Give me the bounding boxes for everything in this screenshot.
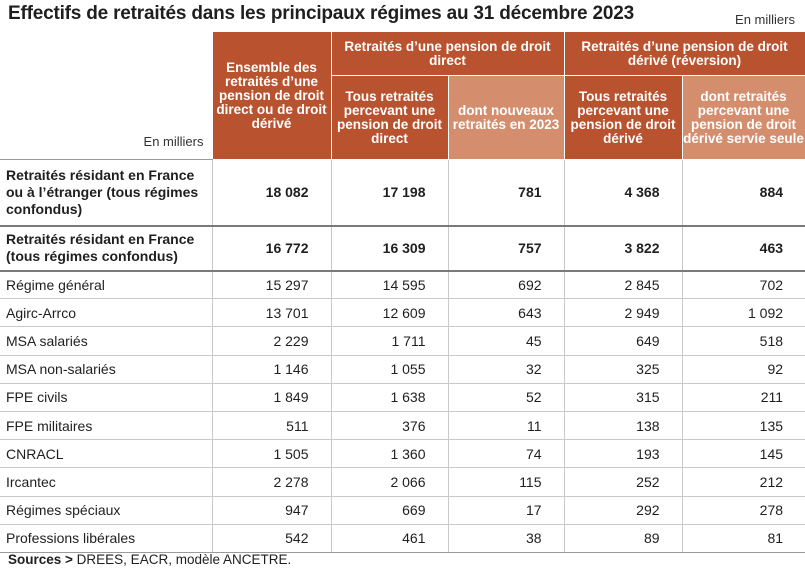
cell-value: 135 [681, 410, 805, 440]
table-row: CNRACL 1 505 1 360 74 193 145 [0, 439, 805, 468]
cell-value: 32 [447, 354, 565, 384]
cell-value: 74 [447, 439, 565, 468]
cell-value: 89 [563, 523, 683, 553]
cell-value: 211 [681, 382, 805, 412]
row-label: Retraités résidant en France (tous régim… [0, 224, 212, 271]
cell-value: 81 [681, 523, 805, 553]
table-row: Agirc-Arrco 13 701 12 609 643 2 949 1 09… [0, 298, 805, 327]
cell-value: 325 [563, 354, 683, 384]
header-ensemble: Ensemble des retraités d’une pension de … [211, 31, 332, 160]
cell-value: 14 595 [330, 269, 448, 299]
row-label: Professions libérales [0, 523, 212, 553]
header-group-direct: Retraités d’une pension de droit direct [330, 31, 565, 76]
cell-value: 12 609 [330, 298, 448, 327]
table-row: Retraités résidant en France (tous régim… [0, 224, 805, 271]
cell-value: 884 [681, 159, 805, 226]
cell-value: 1 146 [211, 354, 331, 384]
cell-value: 1 360 [330, 439, 448, 468]
table-row: FPE civils 1 849 1 638 52 315 211 [0, 382, 805, 412]
cell-value: 45 [447, 326, 565, 356]
page-title: Effectifs de retraités dans les principa… [8, 3, 634, 24]
cell-value: 649 [563, 326, 683, 356]
cell-value: 947 [211, 495, 331, 525]
cell-value: 518 [681, 326, 805, 356]
cell-value: 463 [681, 224, 805, 271]
cell-value: 1 849 [211, 382, 331, 412]
cell-value: 4 368 [563, 159, 683, 226]
cell-value: 17 [447, 495, 565, 525]
row-label: CNRACL [0, 439, 212, 468]
cell-value: 461 [330, 523, 448, 553]
cell-value: 38 [447, 523, 565, 553]
row-label: MSA salariés [0, 326, 212, 356]
table-row: MSA non-salariés 1 146 1 055 32 325 92 [0, 354, 805, 384]
cell-value: 18 082 [211, 159, 331, 226]
cell-value: 16 309 [330, 224, 448, 271]
table-row: Retraités résidant en France ou à l’étra… [0, 159, 805, 226]
cell-value: 278 [681, 495, 805, 525]
cell-value: 692 [447, 269, 565, 299]
table-row: Professions libérales 542 461 38 89 81 [0, 523, 805, 553]
cell-value: 669 [330, 495, 448, 525]
cell-value: 145 [681, 439, 805, 468]
cell-value: 376 [330, 410, 448, 440]
header-group-derive: Retraités d’une pension de droit dérivé … [563, 31, 805, 76]
cell-value: 52 [447, 382, 565, 412]
unit-label: En milliers [735, 12, 795, 27]
corner-unit-label: En milliers [0, 31, 212, 160]
header-direct-new: dont nouveaux retraités en 2023 [447, 75, 565, 160]
cell-value: 13 701 [211, 298, 331, 327]
cell-value: 2 949 [563, 298, 683, 327]
cell-value: 193 [563, 439, 683, 468]
row-label: Agirc-Arrco [0, 298, 212, 327]
cell-value: 3 822 [563, 224, 683, 271]
cell-value: 138 [563, 410, 683, 440]
cell-value: 2 278 [211, 467, 331, 496]
sources-prefix: Sources > [8, 552, 73, 567]
cell-value: 115 [447, 467, 565, 496]
cell-value: 1 055 [330, 354, 448, 384]
cell-value: 781 [447, 159, 565, 226]
cell-value: 292 [563, 495, 683, 525]
row-label: MSA non-salariés [0, 354, 212, 384]
table-row: FPE militaires 511 376 11 138 135 [0, 410, 805, 440]
table-row: Ircantec 2 278 2 066 115 252 212 [0, 467, 805, 496]
cell-value: 92 [681, 354, 805, 384]
row-label: Retraités résidant en France ou à l’étra… [0, 159, 212, 226]
table-row: Régime général 15 297 14 595 692 2 845 7… [0, 269, 805, 299]
header-direct-all: Tous retraités percevant une pension de … [330, 75, 449, 160]
cell-value: 15 297 [211, 269, 331, 299]
header-derive-only: dont retraités percevant une pension de … [681, 75, 805, 160]
cell-value: 252 [563, 467, 683, 496]
cell-value: 702 [681, 269, 805, 299]
cell-value: 1 638 [330, 382, 448, 412]
table-row: Régimes spéciaux 947 669 17 292 278 [0, 495, 805, 525]
cell-value: 315 [563, 382, 683, 412]
row-label: FPE civils [0, 382, 212, 412]
cell-value: 511 [211, 410, 331, 440]
cell-value: 542 [211, 523, 331, 553]
cell-value: 757 [447, 224, 565, 271]
row-label: FPE militaires [0, 410, 212, 440]
cell-value: 212 [681, 467, 805, 496]
table-row: MSA salariés 2 229 1 711 45 649 518 [0, 326, 805, 356]
row-label: Régime général [0, 269, 212, 299]
sources-text: DREES, EACR, modèle ANCETRE. [72, 552, 292, 567]
header-derive-all: Tous retraités percevant une pension de … [563, 75, 683, 160]
row-label: Ircantec [0, 467, 212, 496]
cell-value: 1 711 [330, 326, 448, 356]
sources-note: Sources > DREES, EACR, modèle ANCETRE. [8, 552, 291, 567]
cell-value: 16 772 [211, 224, 331, 271]
cell-value: 1 505 [211, 439, 331, 468]
cell-value: 2 066 [330, 467, 448, 496]
retirees-table: En milliers Ensemble des retraités d’une… [0, 31, 805, 553]
cell-value: 643 [447, 298, 565, 327]
cell-value: 2 845 [563, 269, 683, 299]
cell-value: 2 229 [211, 326, 331, 356]
cell-value: 1 092 [681, 298, 805, 327]
cell-value: 11 [447, 410, 565, 440]
row-label: Régimes spéciaux [0, 495, 212, 525]
cell-value: 17 198 [330, 159, 448, 226]
